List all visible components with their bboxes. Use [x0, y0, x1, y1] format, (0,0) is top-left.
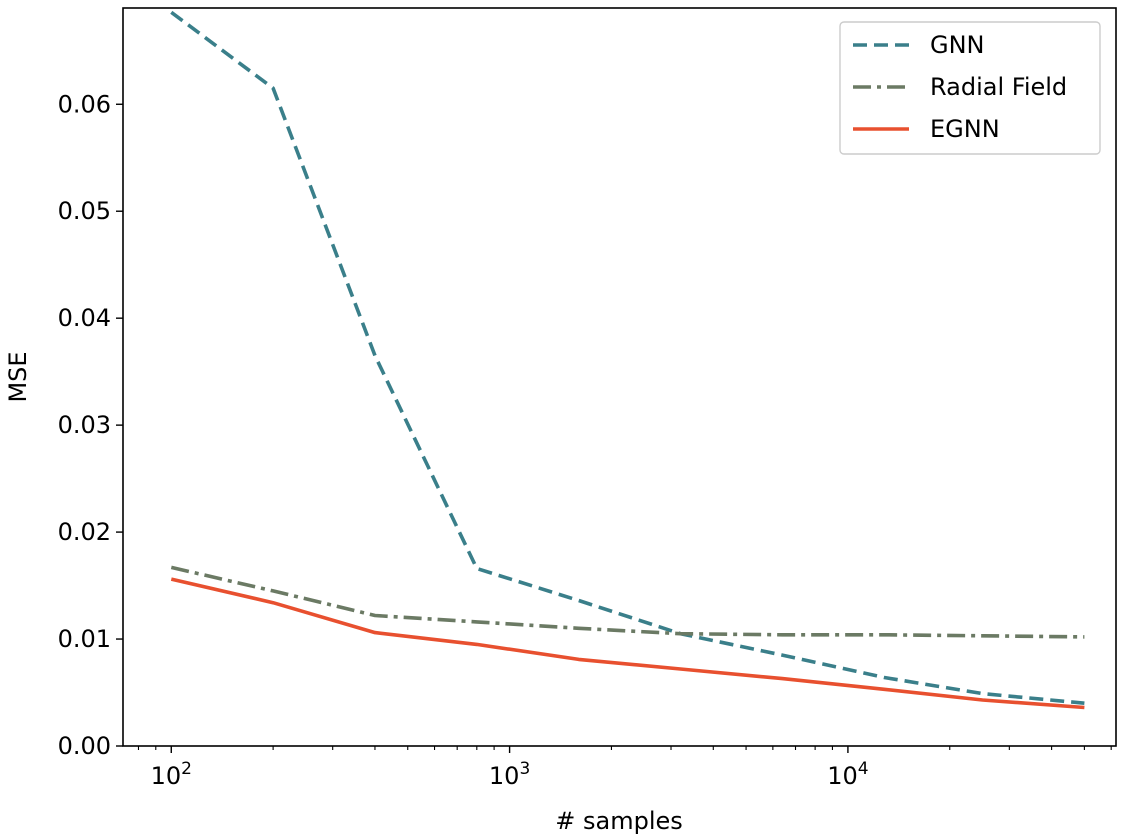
y-tick-label: 0.05 — [58, 197, 111, 225]
legend-label: EGNN — [930, 115, 1000, 143]
y-tick-label: 0.00 — [58, 732, 111, 760]
series-line-gnn — [170, 10, 1085, 705]
legend-box — [839, 21, 1101, 155]
y-tick-label: 0.04 — [58, 304, 111, 332]
series-layer — [170, 10, 1085, 710]
series-line-egnn — [170, 577, 1085, 710]
x-tick-label: 104 — [827, 759, 868, 790]
legend-label: GNN — [930, 31, 985, 59]
plot-frame — [122, 7, 1117, 747]
y-tick-label: 0.02 — [58, 518, 111, 546]
y-tick-label: 0.03 — [58, 411, 111, 439]
y-axis-label: MSE — [4, 351, 32, 402]
legend-label: Radial Field — [930, 73, 1067, 101]
y-tick-label: 0.06 — [58, 90, 111, 118]
x-axis-ticks: 102 103 104 — [137, 746, 1112, 790]
x-axis-label: # samples — [555, 807, 683, 835]
y-tick-label: 0.01 — [58, 625, 111, 653]
x-tick-label: 102 — [151, 759, 192, 790]
x-tick-label: 103 — [489, 759, 530, 790]
y-axis-ticks: 0.00 0.01 0.02 0.03 0.04 0.05 0.06 — [58, 90, 123, 760]
legend: GNN Radial Field EGNN — [839, 21, 1101, 155]
